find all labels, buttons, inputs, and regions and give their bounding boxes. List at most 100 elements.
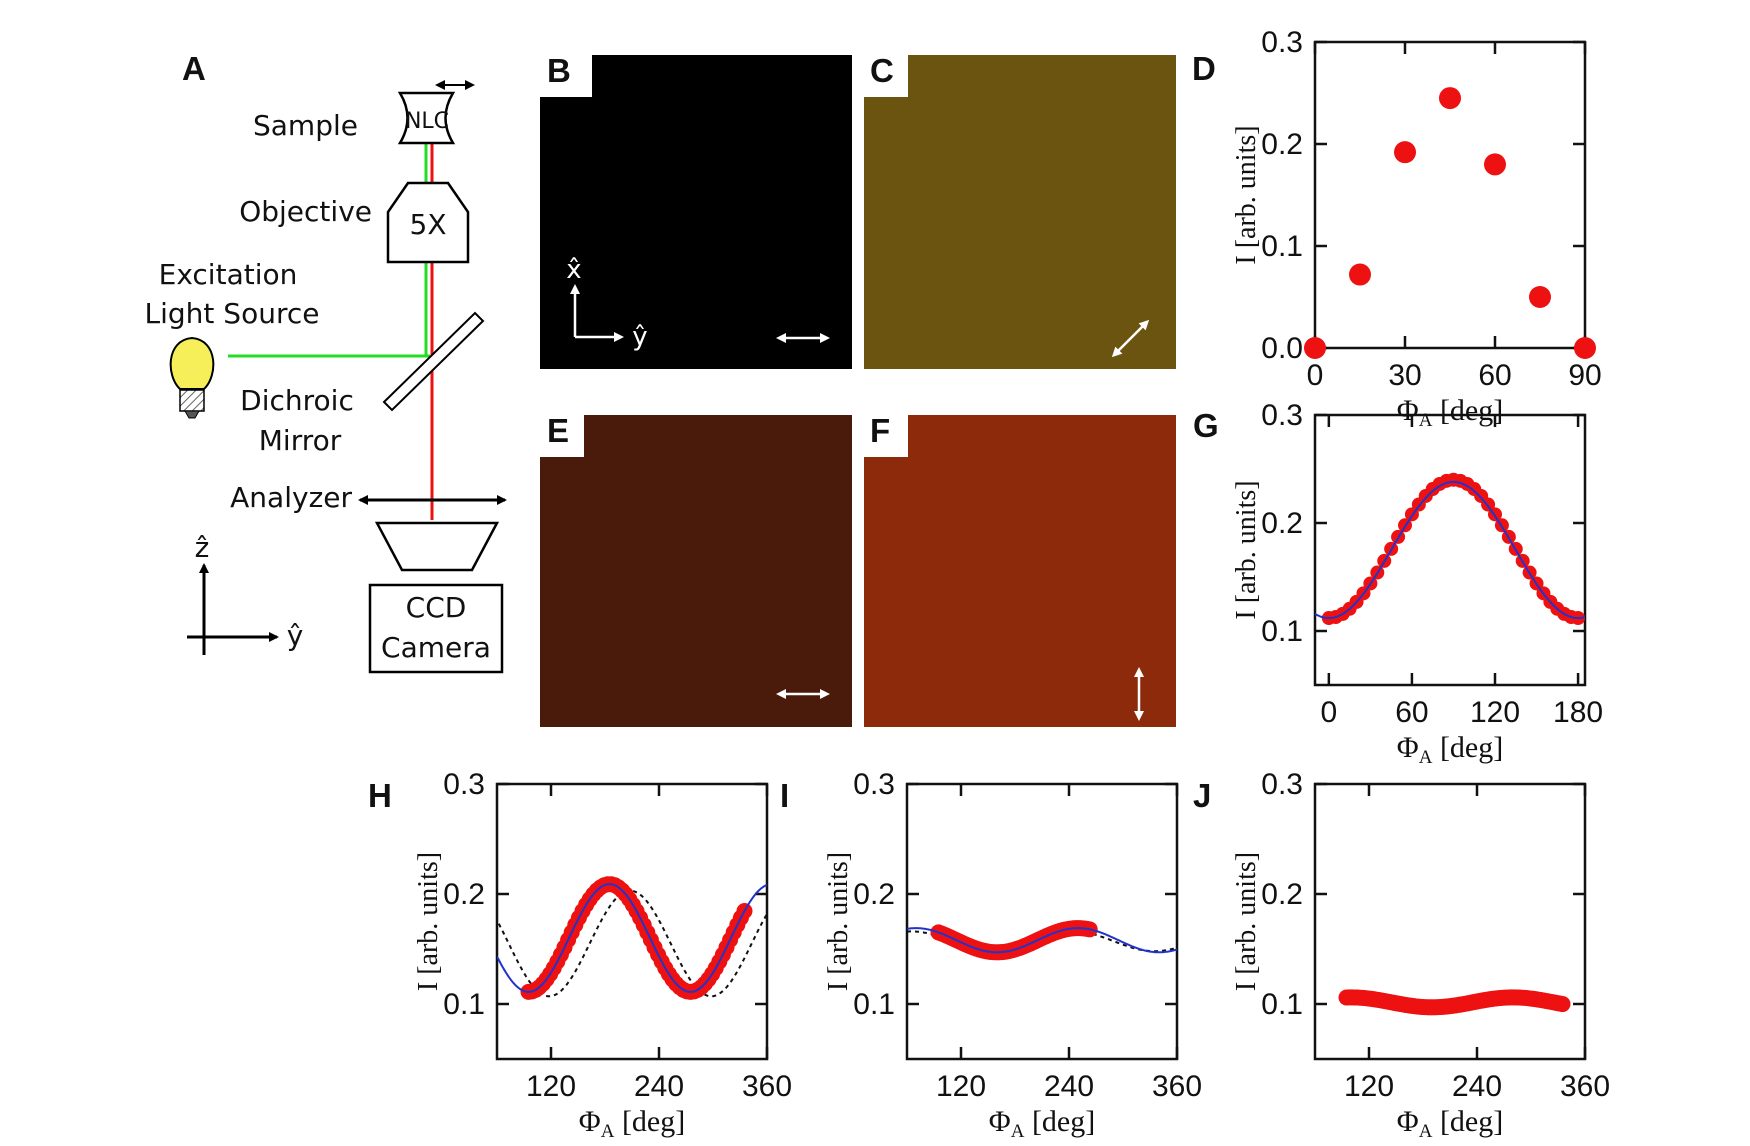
plot-area-j <box>1338 989 1571 1016</box>
x-axis-label-j: ΦA [deg] <box>1397 1105 1503 1142</box>
y-tick-label-i: 0.2 <box>853 878 895 911</box>
objective-label: Objective <box>239 195 372 228</box>
reference-curve-i <box>907 930 1177 953</box>
x-axis-label-h: ΦA [deg] <box>579 1105 685 1142</box>
x-tick-label-i: 120 <box>936 1070 986 1103</box>
x-tick-label-j: 120 <box>1344 1070 1394 1103</box>
fit-curve-h <box>497 883 767 993</box>
panel-label-j: J <box>1193 777 1211 814</box>
objective-lens: 5X <box>386 181 470 264</box>
y-tick-label-d: 0.2 <box>1261 128 1303 161</box>
y-tick-label-d: 0.1 <box>1261 230 1303 263</box>
x-tick-label-h: 240 <box>634 1070 684 1103</box>
y-tick-label-j: 0.2 <box>1261 878 1303 911</box>
image-axis-y-label: ŷ <box>632 322 647 352</box>
data-point-d <box>1349 263 1371 286</box>
plot-frame-j <box>1313 782 1587 1061</box>
micrograph-c <box>864 55 1176 369</box>
lightbulb-icon <box>169 336 215 419</box>
sample-label: Sample <box>253 109 358 142</box>
panel-a-diagram: A NLC Sample 5X Objective Excitation Lig… <box>145 50 507 674</box>
image-panel-e: E <box>540 412 852 727</box>
plot-frame-h <box>495 782 769 1061</box>
y-axis-label-j: I [arb. units] <box>1231 852 1262 991</box>
axis-y-label: ŷ <box>287 619 304 652</box>
panel-label-h: H <box>368 777 392 814</box>
micrograph-f <box>864 415 1176 727</box>
dichroic-mirror <box>382 311 485 412</box>
x-axis-label-i: ΦA [deg] <box>989 1105 1095 1142</box>
x-tick-label-d: 60 <box>1478 359 1511 392</box>
x-tick-label-j: 240 <box>1452 1070 1502 1103</box>
y-tick-label-i: 0.3 <box>853 768 895 801</box>
fit-curve-i <box>907 927 1177 954</box>
data-point-d <box>1484 153 1506 176</box>
x-tick-label-g: 0 <box>1321 696 1338 729</box>
panel-label-c: C <box>870 52 894 89</box>
chart-panel-h: H 0.1 0.2 0.3 120 240 360 I [arb. units] ΦA [de… <box>368 768 792 1142</box>
chart-panel-g: G 0.1 0.2 0.3 0 60 120 180 I [arb. units] ΦA [de… <box>1193 399 1603 768</box>
plot-area-h <box>497 876 767 1000</box>
x-tick-label-i: 360 <box>1152 1070 1202 1103</box>
y-axis-label-g: I [arb. units] <box>1231 480 1262 619</box>
x-tick-label-d: 0 <box>1307 359 1324 392</box>
y-tick-label-h: 0.2 <box>443 878 485 911</box>
y-tick-label-g: 0.1 <box>1261 615 1303 648</box>
data-point-d <box>1304 337 1326 359</box>
x-axis-label-d: ΦA [deg] <box>1397 394 1503 431</box>
y-tick-label-j: 0.1 <box>1261 988 1303 1021</box>
plot-area-g <box>1315 472 1585 626</box>
analyzer-diagonal-arrow <box>1111 319 1150 358</box>
image-panel-b: B x̂ ŷ <box>540 52 852 369</box>
micrograph-b <box>540 55 852 369</box>
ccd-camera: CCD Camera <box>368 521 504 674</box>
y-tick-label-j: 0.3 <box>1261 768 1303 801</box>
data-point-d <box>1439 87 1461 110</box>
panel-label-g: G <box>1193 407 1219 444</box>
y-tick-label-g: 0.3 <box>1261 399 1303 432</box>
x-tick-label-g: 180 <box>1553 696 1603 729</box>
source-label-line1: Excitation <box>159 258 298 291</box>
plot-frame-i <box>905 782 1179 1061</box>
image-panel-f: F <box>864 412 1176 727</box>
mirror-label-line1: Dichroic <box>240 384 354 417</box>
x-tick-label-h: 120 <box>526 1070 576 1103</box>
y-tick-label-i: 0.1 <box>853 988 895 1021</box>
camera-label-line1: CCD <box>406 591 467 624</box>
objective-mag-label: 5X <box>410 208 447 241</box>
x-tick-label-h: 360 <box>742 1070 792 1103</box>
micrograph-e <box>540 415 852 727</box>
x-axis-label-g: ΦA [deg] <box>1397 731 1503 768</box>
source-label-line2: Light Source <box>145 297 320 330</box>
panel-label-e: E <box>547 412 569 449</box>
data-point-j <box>1554 996 1571 1013</box>
y-tick-label-d: 0.0 <box>1261 332 1303 365</box>
image-axis-x-label: x̂ <box>566 255 581 285</box>
data-point-d <box>1529 286 1551 308</box>
image-panel-c: C <box>864 52 1176 369</box>
plot-area-i <box>907 920 1177 961</box>
y-axis-label-i: I [arb. units] <box>823 852 854 991</box>
sample-cell: NLC <box>397 80 475 145</box>
chart-panel-d: D 0.00.10.20.30 30 60 90I [arb. units]ΦA [d… <box>1192 26 1602 431</box>
data-point-d <box>1574 337 1596 359</box>
axis-z-label: ẑ <box>195 531 210 564</box>
nlc-label: NLC <box>405 109 449 134</box>
y-axis-label-h: I [arb. units] <box>413 852 444 991</box>
lab-axes: ẑ ŷ <box>187 531 303 655</box>
mirror-label-line2: Mirror <box>259 424 342 457</box>
x-tick-label-i: 240 <box>1044 1070 1094 1103</box>
chart-panel-i: I 0.1 0.2 0.3 120 240 360 I [arb. units] ΦA [de… <box>780 768 1202 1142</box>
camera-label-line2: Camera <box>381 631 491 664</box>
x-tick-label-g: 60 <box>1395 696 1428 729</box>
y-tick-label-h: 0.1 <box>443 988 485 1021</box>
plot-frame-g <box>1313 413 1587 687</box>
y-tick-label-h: 0.3 <box>443 768 485 801</box>
x-tick-label-j: 360 <box>1560 1070 1610 1103</box>
x-tick-label-g: 120 <box>1470 696 1520 729</box>
y-axis-label-d: I [arb. units] <box>1231 125 1262 264</box>
chart-panel-j: J 0.1 0.2 0.3 120 240 360 I [arb. units] ΦA [de… <box>1193 768 1610 1142</box>
reference-curve-h <box>497 889 767 998</box>
y-tick-label-g: 0.2 <box>1261 507 1303 540</box>
